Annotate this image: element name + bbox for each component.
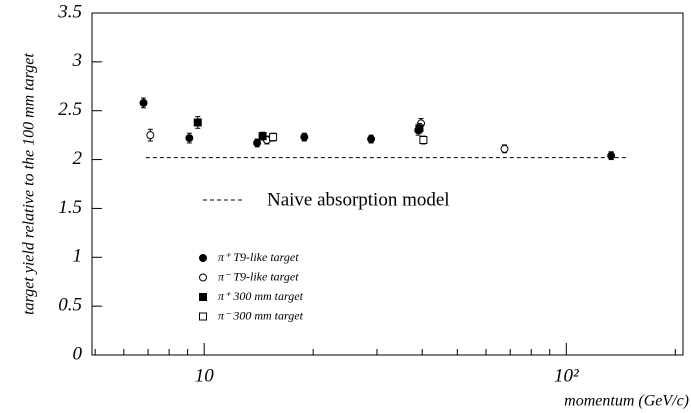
data-point [367, 135, 376, 144]
y-tick-label: 3 [72, 50, 83, 71]
data-point [419, 136, 428, 145]
x-tick-label: 10 [195, 365, 215, 386]
legend-marker [199, 254, 207, 262]
data-point [300, 133, 309, 142]
legend-marker [199, 312, 207, 321]
legend-label: π⁻ T9-like target [218, 269, 299, 283]
y-tick-label: 3.5 [57, 1, 82, 22]
legend-label: π⁺ T9-like target [218, 250, 299, 264]
legend-label: π⁻ 300 mm target [218, 308, 304, 322]
data-point [193, 118, 202, 127]
x-axis-label: momentum (GeV/c) [564, 393, 689, 410]
legend-label: π⁺ 300 mm target [218, 289, 304, 303]
data-point [139, 98, 148, 107]
legend-marker [199, 273, 207, 282]
y-tick-label: 1 [73, 246, 83, 267]
data-point [500, 144, 509, 153]
y-tick-label: 2.5 [58, 99, 82, 120]
data-point [146, 131, 155, 140]
data-point [269, 133, 278, 142]
legend-marker [199, 293, 207, 301]
y-axis-label: target yield relative to the 100 mm targ… [21, 53, 38, 315]
x-tick-label: 10² [554, 365, 579, 386]
y-tick-label: 2 [73, 148, 83, 169]
y-tick-label: 0 [73, 343, 83, 364]
y-tick-label: 0.5 [58, 295, 82, 316]
data-point [185, 134, 194, 143]
y-tick-label: 1.5 [58, 197, 82, 218]
data-point [607, 151, 616, 160]
data-point [415, 124, 424, 133]
model-legend-label: Naive absorption model [267, 189, 450, 210]
data-point [258, 132, 267, 141]
plot-frame [91, 12, 684, 356]
data-point [253, 138, 262, 147]
